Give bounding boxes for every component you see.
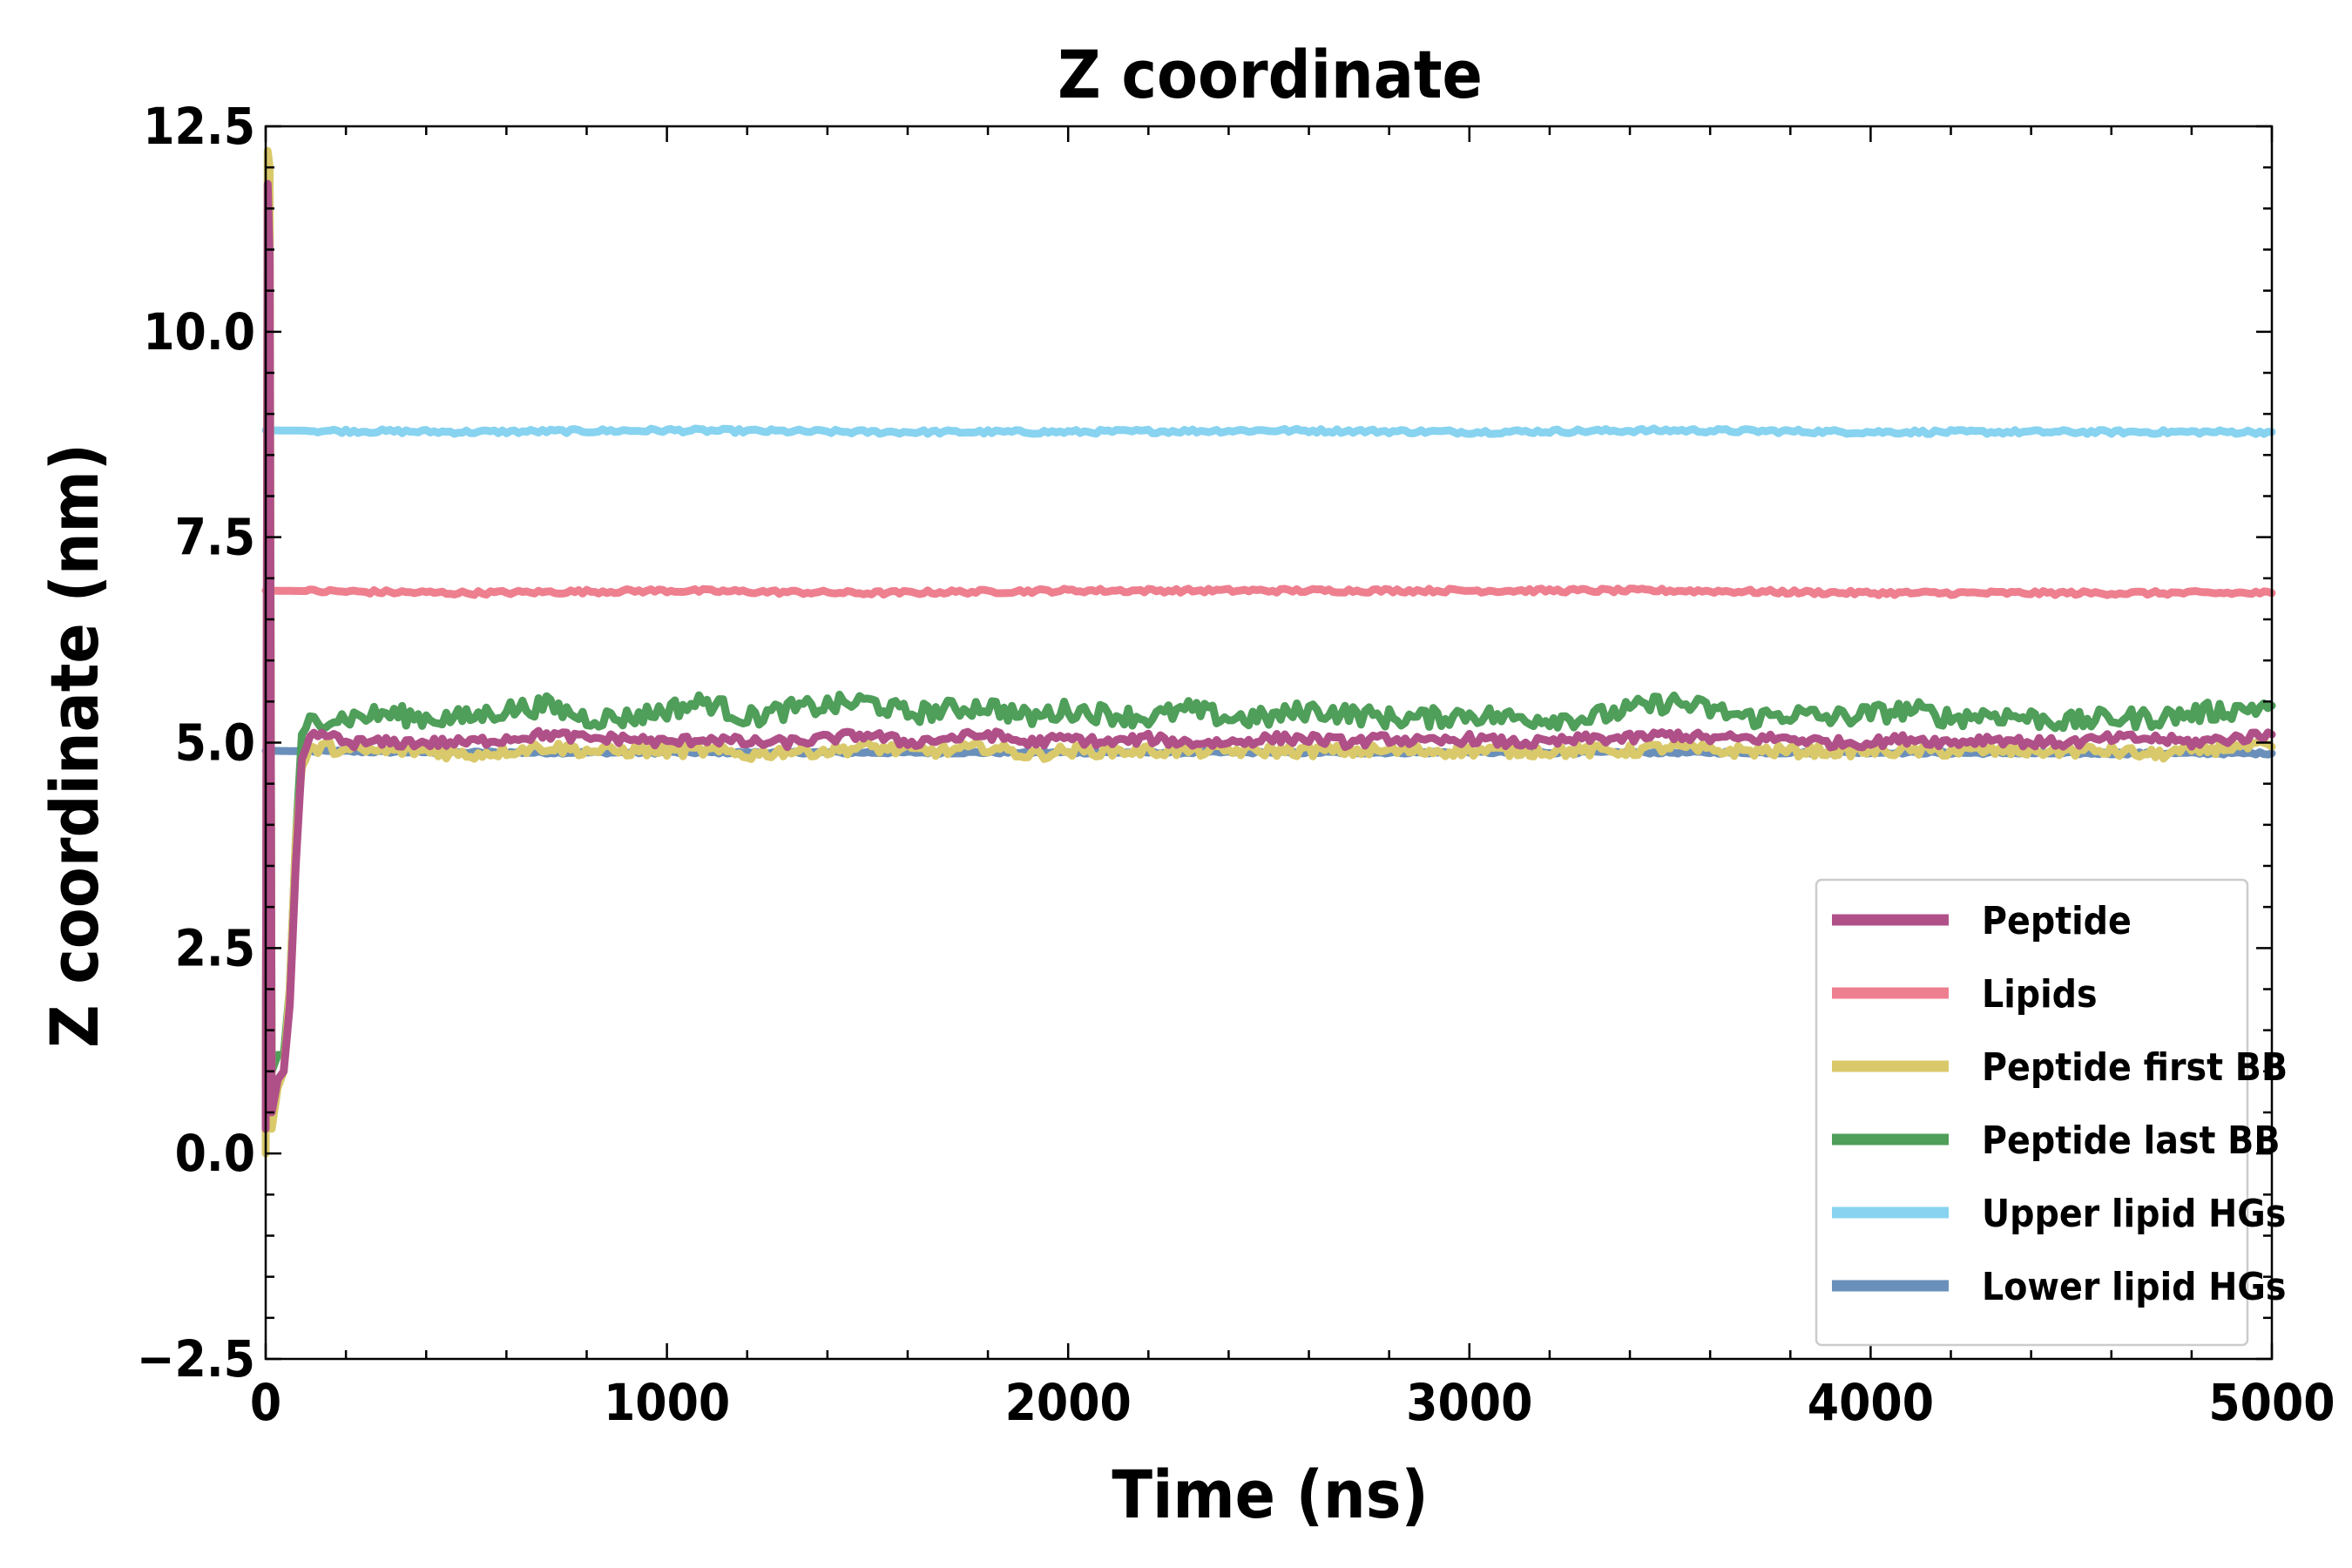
legend-label: Peptide: [1982, 899, 2132, 943]
plot-frame: [264, 125, 2274, 1361]
legend-item-peptide-first-bb: Peptide first BB: [1832, 1045, 2288, 1090]
y-tick-label: 7.5: [175, 508, 255, 567]
legend-label: Lower lipid HGs: [1982, 1265, 2286, 1309]
chart-title: Z coordinate: [1058, 36, 1483, 113]
x-tick-label: 3000: [1406, 1373, 1532, 1432]
legend-label: Peptide first BB: [1982, 1045, 2288, 1090]
y-tick-label: −2.5: [137, 1329, 255, 1389]
tick-labels-layer: 0 1000 2000 3000 4000 5000 −2.5 0.0 2.5 5.0 7.5 10.…: [137, 97, 2335, 1432]
y-tick-label: 0.0: [175, 1124, 255, 1183]
series-line-upper-lipid-hgs: [261, 424, 2276, 438]
legend-label: Lipids: [1982, 972, 2098, 1017]
x-tick-label: 0: [250, 1373, 281, 1432]
y-tick-label: 10.0: [143, 302, 255, 362]
legend: Peptide Lipids Peptide first BB Peptide las…: [1815, 878, 2288, 1347]
legend-item-upper-lipid-hgs: Upper lipid HGs: [1832, 1192, 2286, 1236]
legend-label: Upper lipid HGs: [1982, 1192, 2286, 1236]
x-axis-label: Time (ns): [1112, 1456, 1428, 1533]
series-layer: [261, 146, 2276, 1158]
legend-items: Peptide Lipids Peptide first BB Peptide las…: [1832, 899, 2288, 1309]
series-line-peptide-last-bb: [261, 278, 2276, 1092]
x-tick-label: 2000: [1005, 1373, 1132, 1432]
legend-label: Peptide last BB: [1982, 1119, 2281, 1163]
x-tick-label: 5000: [2208, 1373, 2335, 1432]
y-axis-label: Z coordinate (nm): [36, 443, 113, 1048]
x-tick-label: 4000: [1808, 1373, 1934, 1432]
legend-item-peptide-last-bb: Peptide last BB: [1832, 1119, 2281, 1163]
x-tick-label: 1000: [604, 1373, 730, 1432]
y-tick-label: 5.0: [175, 713, 255, 773]
legend-item-lipids: Lipids: [1832, 972, 2098, 1017]
series-line-peptide-first-bb: [261, 146, 2276, 1158]
series-line-peptide: [261, 179, 2276, 1133]
legend-item-peptide: Peptide: [1832, 899, 2132, 943]
y-tick-label: 2.5: [175, 918, 255, 977]
y-tick-label: 12.5: [143, 97, 255, 156]
legend-item-lower-lipid-hgs: Lower lipid HGs: [1832, 1265, 2286, 1309]
series-line-lipids: [261, 585, 2276, 599]
